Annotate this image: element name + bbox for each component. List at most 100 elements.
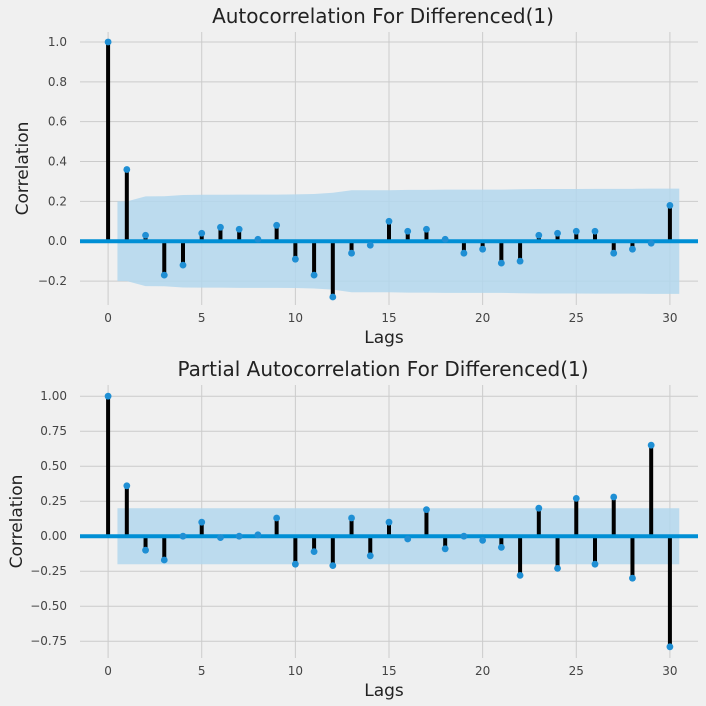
acf-markers <box>104 38 674 301</box>
pacf-point-lag-14 <box>366 552 374 560</box>
acf-xtick-label: 5 <box>198 311 206 325</box>
pacf-xtick-label: 10 <box>288 664 303 678</box>
pacf-point-lag-23 <box>535 504 543 512</box>
pacf-point-lag-5 <box>198 518 206 526</box>
acf-ytick-label: 0.0 <box>48 234 67 248</box>
acf-point-lag-24 <box>554 229 561 237</box>
pacf-xtick-label: 30 <box>662 664 677 678</box>
pacf-point-lag-22 <box>516 572 524 579</box>
pacf-point-lag-7 <box>235 532 243 540</box>
acf-xtick-label: 15 <box>381 311 396 325</box>
acf-x-axis-label: Lags <box>364 328 404 348</box>
pacf-point-lag-12 <box>329 562 337 569</box>
acf-point-lag-27 <box>610 249 618 257</box>
acf-point-lag-10 <box>291 255 299 263</box>
acf-point-lag-14 <box>366 241 374 249</box>
pacf-point-lag-21 <box>497 544 505 551</box>
pacf-xtick-label: 25 <box>569 664 584 678</box>
acf-point-lag-3 <box>160 271 168 279</box>
acf-point-lag-30 <box>666 201 674 209</box>
acf-ytick-label: 0.2 <box>48 194 67 208</box>
acf-point-lag-20 <box>479 245 487 253</box>
pacf-point-lag-8 <box>254 531 262 539</box>
pacf-point-lag-0 <box>104 392 112 400</box>
acf-point-lag-13 <box>348 249 355 257</box>
acf-point-lag-4 <box>179 261 187 269</box>
acf-point-lag-25 <box>572 227 580 235</box>
acf-xtick-label: 25 <box>569 311 584 325</box>
pacf-point-lag-18 <box>441 545 449 553</box>
acf-point-lag-8 <box>254 235 262 243</box>
acf-point-lag-19 <box>460 249 468 257</box>
pacf-point-lag-1 <box>123 482 131 490</box>
acf-point-lag-23 <box>535 231 543 239</box>
acf-point-lag-5 <box>198 229 206 237</box>
pacf-point-lag-19 <box>460 532 468 540</box>
pacf-point-lag-10 <box>291 560 299 568</box>
acf-point-lag-28 <box>629 245 636 253</box>
acf-point-lag-12 <box>329 293 337 301</box>
pacf-ytick-label: 0.75 <box>40 424 67 438</box>
pacf-point-lag-17 <box>423 506 430 513</box>
pacf-ytick-label: −0.50 <box>30 599 67 613</box>
pacf-x-axis-label: Lags <box>364 681 404 701</box>
acf-point-lag-11 <box>310 271 318 279</box>
pacf-point-lag-2 <box>142 546 149 554</box>
pacf-plot: 0 5 10 15 20 25 30 −0.75 −0.50 −0.25 0.00 0.25 0.50 0… <box>7 357 698 701</box>
pacf-point-lag-3 <box>160 556 168 564</box>
pacf-xtick-label: 0 <box>104 664 112 678</box>
pacf-point-lag-27 <box>610 493 618 501</box>
pacf-point-lag-11 <box>310 548 318 555</box>
acf-ytick-label: 0.6 <box>48 115 67 129</box>
pacf-xtick-label: 20 <box>475 664 490 678</box>
acf-xtick-label: 0 <box>104 311 112 325</box>
pacf-ytick-label: −0.75 <box>30 634 67 648</box>
acf-xtick-label: 10 <box>288 311 303 325</box>
pacf-point-lag-28 <box>629 574 636 582</box>
acf-point-lag-18 <box>441 235 449 243</box>
pacf-point-lag-25 <box>572 495 580 502</box>
pacf-ytick-label: 0.50 <box>40 459 67 473</box>
pacf-point-lag-15 <box>385 518 393 526</box>
acf-point-lag-16 <box>404 227 412 235</box>
pacf-point-lag-26 <box>591 560 599 568</box>
pacf-point-lag-16 <box>404 535 412 543</box>
pacf-markers <box>104 392 674 651</box>
pacf-ytick-label: −0.25 <box>30 564 67 578</box>
pacf-xtick-label: 15 <box>381 664 396 678</box>
pacf-point-lag-24 <box>554 565 561 572</box>
acf-point-lag-21 <box>497 259 505 267</box>
acf-point-lag-22 <box>516 257 524 265</box>
pacf-xtick-label: 5 <box>198 664 206 678</box>
acf-point-lag-7 <box>235 225 243 233</box>
pacf-point-lag-6 <box>217 534 224 541</box>
pacf-ytick-label: 0.25 <box>40 494 67 508</box>
pacf-point-lag-20 <box>479 537 487 544</box>
acf-chart-title: Autocorrelation For Differenced(1) <box>212 4 554 28</box>
acf-point-lag-17 <box>423 225 430 233</box>
pacf-point-lag-29 <box>647 441 655 449</box>
pacf-point-lag-9 <box>273 514 281 522</box>
acf-ytick-label: 1.0 <box>48 35 67 49</box>
acf-plot: 0 5 10 15 20 25 30 −0.2 0.0 0.2 0.4 0.6 0.8 1.0 Autoco… <box>13 4 698 348</box>
acf-ytick-label: 0.8 <box>48 75 67 89</box>
acf-point-lag-1 <box>123 166 131 173</box>
pacf-chart-title: Partial Autocorrelation For Differenced(… <box>177 357 588 381</box>
acf-point-lag-15 <box>385 217 393 225</box>
pacf-point-lag-4 <box>179 532 187 540</box>
acf-xtick-label: 30 <box>662 311 677 325</box>
acf-point-lag-2 <box>142 231 149 239</box>
pacf-point-lag-30 <box>666 643 674 651</box>
pacf-stems <box>106 396 672 647</box>
pacf-point-lag-13 <box>348 514 355 522</box>
acf-point-lag-0 <box>104 38 112 46</box>
pacf-ytick-label: 0.00 <box>40 529 67 543</box>
acf-y-axis-label: Correlation <box>13 122 33 216</box>
acf-point-lag-9 <box>273 221 281 229</box>
pacf-y-axis-label: Correlation <box>7 475 27 569</box>
acf-point-lag-29 <box>647 239 655 247</box>
acf-ytick-label: −0.2 <box>38 274 67 288</box>
acf-point-lag-26 <box>591 227 599 235</box>
acf-ytick-label: 0.4 <box>48 155 67 169</box>
